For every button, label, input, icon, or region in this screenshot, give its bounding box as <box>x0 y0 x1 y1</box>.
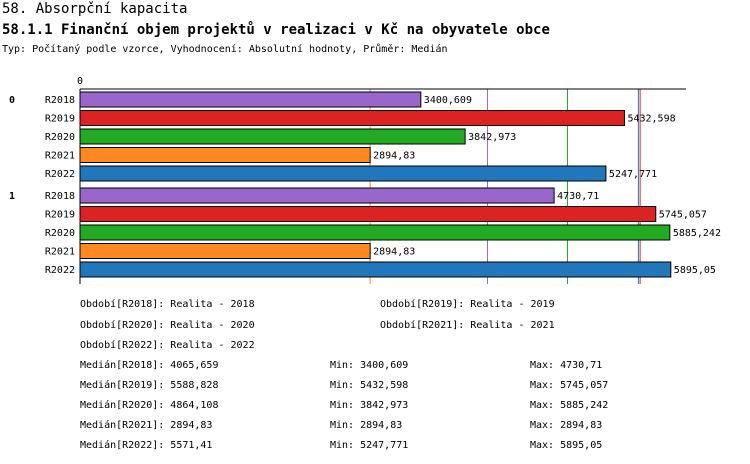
period-legend-r2021: Období[R2021]: Realita - 2021 <box>380 320 555 331</box>
category-label-r2020: R2020 <box>45 132 75 143</box>
bar-0-r2018 <box>79 91 422 108</box>
value-label-0-r2018: 3400,609 <box>424 95 472 106</box>
period-legend-r2019: Období[R2019]: Realita - 2019 <box>380 299 555 310</box>
value-label-1-r2018: 4730,71 <box>557 191 599 202</box>
category-label-r2021: R2021 <box>45 151 75 162</box>
category-label-r2021: R2021 <box>45 247 75 258</box>
bar-1-r2022 <box>79 261 672 278</box>
value-label-0-r2022: 5247,771 <box>609 169 657 180</box>
category-label-r2018: R2018 <box>45 191 75 202</box>
bar-0-r2022 <box>79 165 607 182</box>
median-r2022: Medián[R2022]: 5571,41 <box>80 440 213 451</box>
bar-0-r2020 <box>79 128 466 145</box>
bar-0-r2019 <box>79 110 625 126</box>
median-r2018: Medián[R2018]: 4065,659 <box>80 360 219 371</box>
median-r2020: Medián[R2020]: 4864,108 <box>80 400 219 411</box>
min-r2022: Min: 5247,771 <box>330 440 409 451</box>
value-label-1-r2020: 5885,242 <box>673 228 721 239</box>
min-r2020: Min: 3842,973 <box>330 400 409 411</box>
category-label-r2022: R2022 <box>45 169 75 180</box>
category-label-r2020: R2020 <box>45 228 75 239</box>
value-label-1-r2022: 5895,05 <box>674 265 716 276</box>
period-legend-r2018: Období[R2018]: Realita - 2018 <box>80 299 255 310</box>
min-r2021: Min: 2894,83 <box>330 420 403 431</box>
value-label-0-r2021: 2894,83 <box>373 151 415 162</box>
chart-meta: Typ: Počítaný podle vzorce, Vyhodnocení:… <box>2 44 448 55</box>
bar-0-r2021 <box>79 147 371 163</box>
max-r2021: Max: 2894,83 <box>530 420 603 431</box>
max-r2022: Max: 5895,05 <box>530 440 603 451</box>
value-label-0-r2020: 3842,973 <box>468 132 516 143</box>
bar-1-r2021 <box>79 243 371 259</box>
category-label-r2022: R2022 <box>45 265 75 276</box>
group-label-1: 1 <box>9 191 15 202</box>
bar-1-r2018 <box>79 187 555 204</box>
max-r2018: Max: 4730,71 <box>530 360 603 371</box>
group-label-0: 0 <box>9 95 15 106</box>
median-r2021: Medián[R2021]: 2894,83 <box>80 420 213 431</box>
value-label-0-r2019: 5432,598 <box>627 114 675 125</box>
median-r2019: Medián[R2019]: 5588,828 <box>80 380 219 391</box>
chart-title: 58.1.1 Finanční objem projektů v realiza… <box>2 22 550 38</box>
value-label-1-r2019: 5745,057 <box>659 210 707 221</box>
min-r2018: Min: 3400,609 <box>330 360 409 371</box>
value-label-1-r2021: 2894,83 <box>373 247 415 258</box>
period-legend-r2020: Období[R2020]: Realita - 2020 <box>80 320 255 331</box>
bar-1-r2020 <box>79 224 671 241</box>
x-axis-zero-label: 0 <box>77 76 83 87</box>
max-r2019: Max: 5745,057 <box>530 380 609 391</box>
category-label-r2019: R2019 <box>45 114 75 125</box>
period-legend-r2022: Období[R2022]: Realita - 2022 <box>80 340 255 351</box>
min-r2019: Min: 5432,598 <box>330 380 409 391</box>
category-label-r2019: R2019 <box>45 210 75 221</box>
bar-1-r2019 <box>79 206 657 222</box>
page-title: 58. Absorpční kapacita <box>2 1 188 17</box>
category-label-r2018: R2018 <box>45 95 75 106</box>
max-r2020: Max: 5885,242 <box>530 400 609 411</box>
